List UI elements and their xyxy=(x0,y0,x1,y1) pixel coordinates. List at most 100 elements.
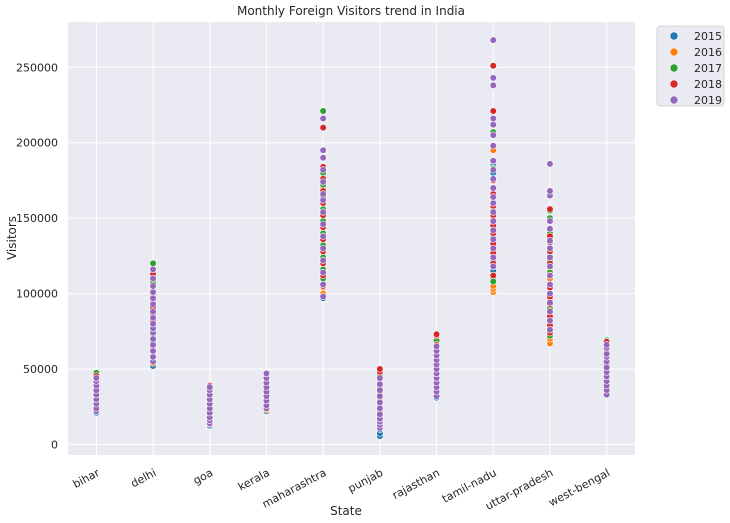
point-2019-delhi xyxy=(149,335,157,343)
point-2017-maharashtra xyxy=(319,107,327,115)
point-2019-tamil-nadu xyxy=(489,262,497,271)
point-2019-maharashtra xyxy=(319,166,327,174)
legend: 2015 2016 2017 2018 2019 xyxy=(656,25,725,107)
point-2019-goa xyxy=(206,383,214,391)
x-tick-label-west-bengal: west-bengal xyxy=(547,466,613,509)
point-2019-delhi xyxy=(149,347,157,355)
x-tick-label-kerala: kerala xyxy=(236,466,272,493)
point-2019-tamil-nadu xyxy=(489,193,497,201)
point-2019-maharashtra xyxy=(319,178,327,186)
x-tick-label-rajasthan: rajasthan xyxy=(390,466,442,502)
point-2019-punjab xyxy=(376,398,384,406)
legend-label-2019: 2019 xyxy=(694,94,722,107)
point-2019-tamil-nadu xyxy=(489,114,497,123)
point-2019-tamil-nadu xyxy=(489,175,497,183)
point-2019-delhi xyxy=(149,294,157,302)
x-tick-label-delhi: delhi xyxy=(129,466,159,490)
point-2019-tamil-nadu xyxy=(489,131,497,139)
point-2019-uttar-pradesh xyxy=(546,289,554,298)
point-2018-uttar-pradesh xyxy=(546,205,554,213)
point-2018-rajasthan xyxy=(432,330,441,338)
point-2019-uttar-pradesh xyxy=(546,326,554,334)
point-2019-delhi xyxy=(149,341,157,349)
point-2019-tamil-nadu xyxy=(489,217,497,225)
point-2019-tamil-nadu xyxy=(489,74,497,82)
y-tick-label: 250000 xyxy=(16,61,58,74)
point-2019-uttar-pradesh xyxy=(546,160,554,168)
point-2019-punjab xyxy=(376,374,384,382)
plot-background xyxy=(68,22,635,455)
point-2019-maharashtra xyxy=(319,114,327,123)
point-2019-maharashtra xyxy=(319,244,327,252)
point-2019-uttar-pradesh xyxy=(546,237,554,245)
point-2019-bihar xyxy=(92,374,100,382)
point-2019-tamil-nadu xyxy=(489,184,497,192)
point-2019-uttar-pradesh xyxy=(546,225,554,233)
point-2019-maharashtra xyxy=(319,146,327,154)
legend-marker-2017 xyxy=(669,63,679,73)
point-2018-tamil-nadu xyxy=(489,62,497,70)
point-2019-delhi xyxy=(149,288,157,296)
point-2019-tamil-nadu xyxy=(489,253,497,261)
y-tick-label: 100000 xyxy=(16,288,58,301)
point-2019-uttar-pradesh xyxy=(546,217,554,225)
x-tick-label-bihar: bihar xyxy=(71,466,102,491)
point-2019-tamil-nadu xyxy=(489,166,497,174)
point-2019-tamil-nadu xyxy=(489,120,497,129)
x-tick-label-maharashtra: maharashtra xyxy=(260,466,329,511)
point-2019-maharashtra xyxy=(319,220,327,228)
point-2019-tamil-nadu xyxy=(489,142,497,150)
point-2019-west-bengal xyxy=(603,350,611,358)
point-2019-maharashtra xyxy=(319,208,327,216)
point-2019-delhi xyxy=(149,314,157,322)
legend-marker-2015 xyxy=(669,31,679,41)
y-tick-labels: 0 50000 100000 150000 200000 250000 xyxy=(16,61,58,451)
point-2019-west-bengal xyxy=(603,363,611,372)
point-2019-uttar-pradesh xyxy=(546,271,554,280)
point-2019-maharashtra xyxy=(319,280,327,289)
y-tick-label: 150000 xyxy=(16,212,58,225)
point-2019-punjab xyxy=(376,392,384,400)
point-2019-tamil-nadu xyxy=(489,199,497,207)
legend-marker-2016 xyxy=(669,47,679,57)
y-axis-title: Visitors xyxy=(5,216,19,260)
y-tick-label: 0 xyxy=(51,438,58,451)
point-2019-uttar-pradesh xyxy=(546,187,554,195)
legend-label-2016: 2016 xyxy=(694,46,722,59)
legend-label-2015: 2015 xyxy=(694,30,722,43)
legend-label-2017: 2017 xyxy=(694,62,722,75)
point-2019-tamil-nadu xyxy=(489,157,497,165)
point-2019-delhi xyxy=(149,320,157,328)
point-2019-rajasthan xyxy=(432,342,441,350)
point-2019-delhi xyxy=(149,353,157,361)
point-2019-uttar-pradesh xyxy=(546,253,554,261)
point-2019-maharashtra xyxy=(319,232,327,240)
point-2019-uttar-pradesh xyxy=(546,280,554,289)
point-2017-tamil-nadu xyxy=(489,277,497,286)
point-2019-tamil-nadu xyxy=(489,36,497,44)
point-2018-punjab xyxy=(376,365,384,373)
point-2019-uttar-pradesh xyxy=(546,244,554,252)
point-2019-tamil-nadu xyxy=(489,208,497,216)
data-points xyxy=(92,36,611,440)
point-2019-tamil-nadu xyxy=(489,235,497,243)
point-2019-delhi xyxy=(149,282,157,290)
point-2019-punjab xyxy=(376,410,384,418)
point-2019-punjab xyxy=(376,404,384,412)
legend-marker-2019 xyxy=(669,95,679,105)
point-2019-maharashtra xyxy=(319,268,327,277)
y-tick-label: 50000 xyxy=(23,363,58,376)
point-2017-delhi xyxy=(149,259,157,267)
point-2019-uttar-pradesh xyxy=(546,299,554,307)
point-2019-maharashtra xyxy=(319,292,327,301)
legend-marker-2018 xyxy=(669,79,679,89)
point-2019-kerala xyxy=(262,369,271,378)
point-2019-west-bengal xyxy=(603,341,611,349)
point-2019-delhi xyxy=(149,274,157,283)
x-tick-label-goa: goa xyxy=(191,466,215,487)
x-axis-title: State xyxy=(330,504,362,518)
point-2019-punjab xyxy=(376,380,384,388)
point-2019-maharashtra xyxy=(319,256,327,264)
point-2019-delhi xyxy=(149,308,157,316)
